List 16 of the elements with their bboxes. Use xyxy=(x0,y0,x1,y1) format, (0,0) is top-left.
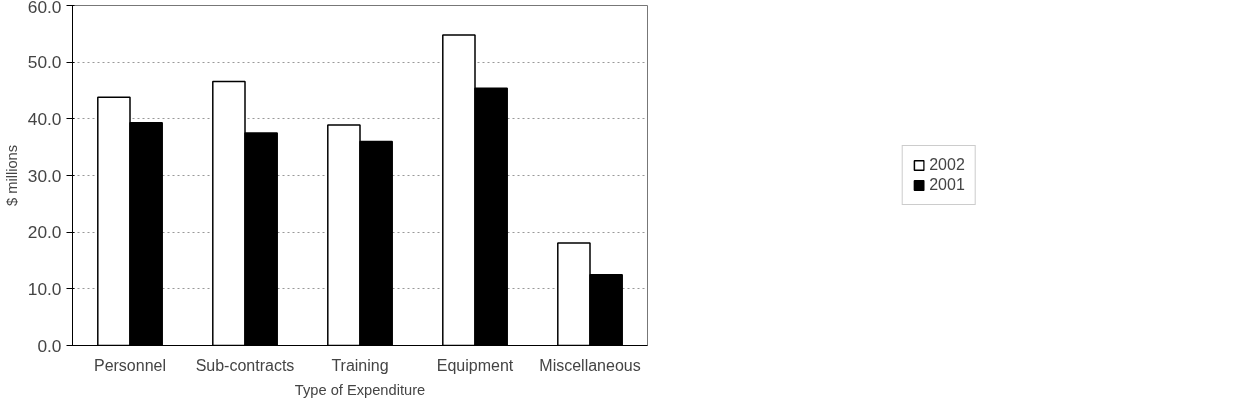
x-axis-title: Type of Expenditure xyxy=(294,381,426,398)
y-tick-label: 0.0 xyxy=(37,335,62,356)
y-tick-label: 20.0 xyxy=(27,222,62,243)
y-tick-label: 40.0 xyxy=(27,108,62,129)
legend-label: 2002 xyxy=(929,156,965,174)
x-tick-label: Miscellaneous xyxy=(539,356,641,374)
y-tick-label: 30.0 xyxy=(27,165,62,186)
y-tick-label: 60.0 xyxy=(27,0,62,17)
x-tick-label: Personnel xyxy=(93,356,167,374)
x-tick-label: Equipment xyxy=(436,356,514,374)
x-tick-label: Sub-contracts xyxy=(195,356,295,374)
legend-label: 2001 xyxy=(929,176,965,194)
x-tick-label: Training xyxy=(331,356,389,374)
y-tick-label: 10.0 xyxy=(27,278,62,299)
y-axis-title: $ millions xyxy=(3,144,20,207)
y-tick-label: 50.0 xyxy=(27,52,62,73)
